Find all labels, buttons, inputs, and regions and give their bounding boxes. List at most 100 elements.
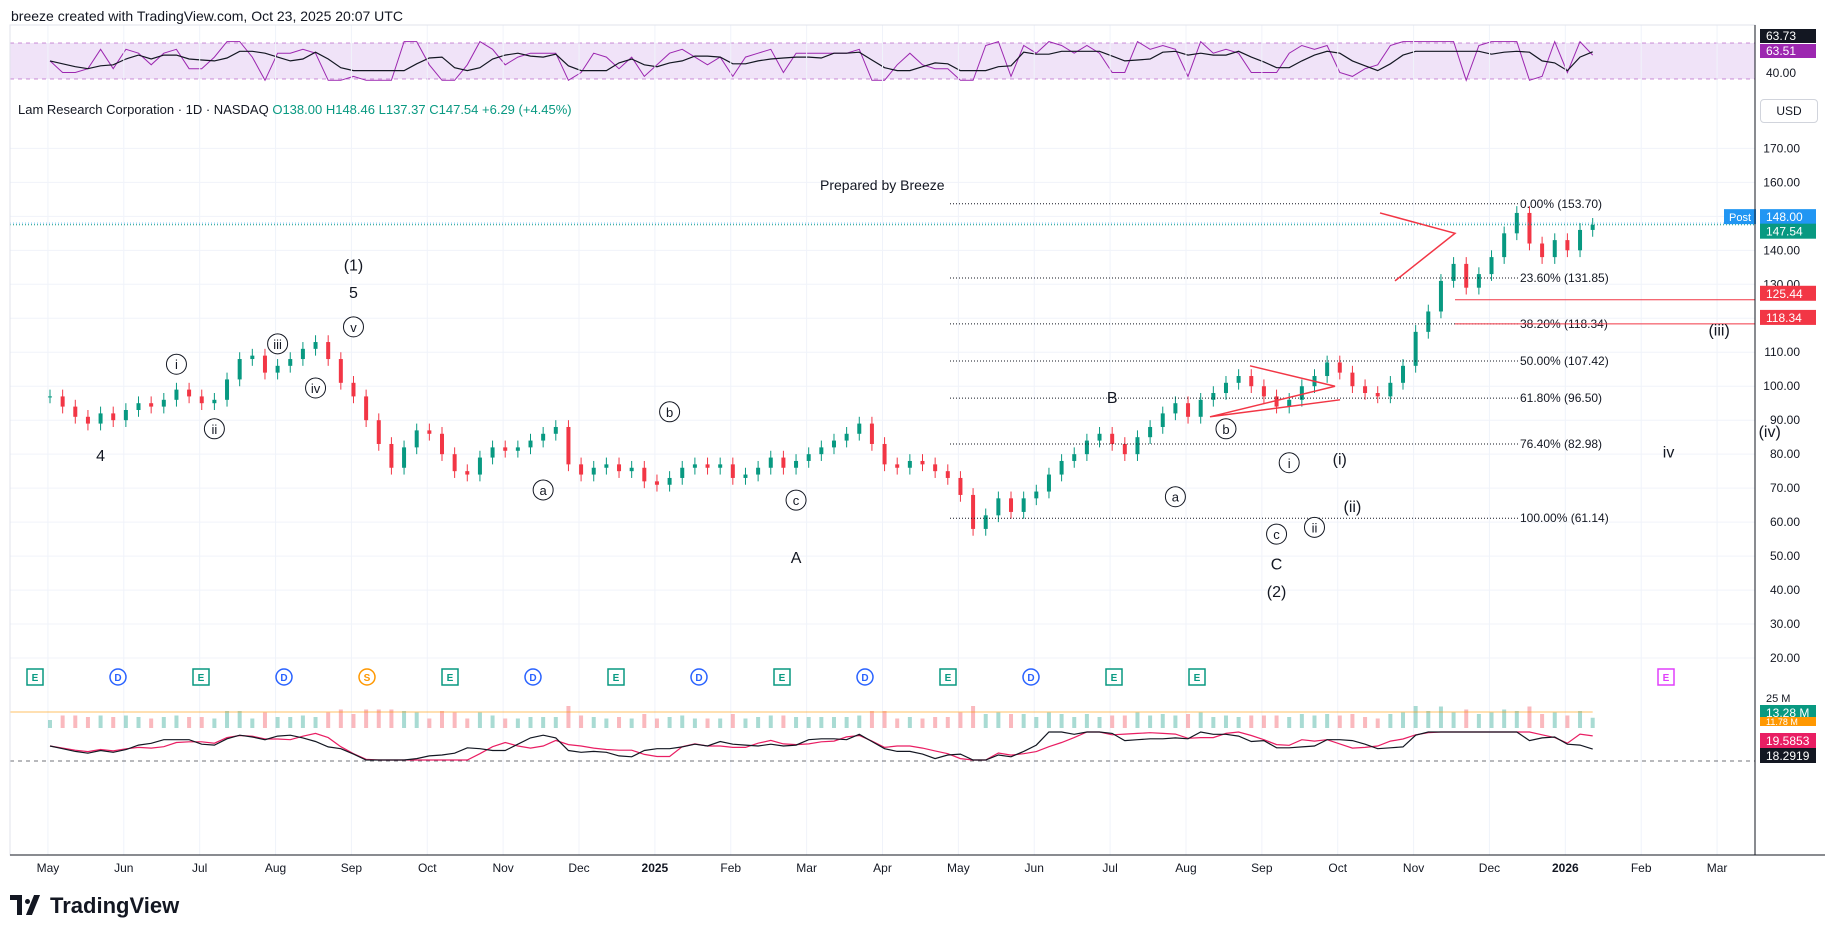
candle-body — [1476, 274, 1481, 288]
volume-scale-label: 25 M — [1766, 693, 1790, 705]
event-marker-label: D — [695, 673, 702, 684]
event-marker-label: D — [114, 673, 121, 684]
volume-bar — [187, 717, 192, 728]
volume-bar — [1211, 717, 1216, 728]
candle-body — [958, 477, 963, 495]
post-tag — [1724, 209, 1756, 225]
volume-bar — [262, 712, 267, 728]
candle-body — [654, 481, 659, 485]
candle-body — [1565, 240, 1570, 251]
candle-body — [1009, 498, 1014, 512]
event-marker — [939, 668, 957, 686]
volume-bar — [73, 715, 78, 728]
event-marker — [275, 668, 293, 686]
candle-body — [1552, 240, 1557, 258]
wave-label: B — [1107, 390, 1118, 407]
time-tick: Jul — [192, 861, 207, 875]
candle-body — [1249, 376, 1254, 387]
candle-body — [1274, 396, 1279, 407]
volume-bar — [579, 715, 584, 728]
volume-bar — [882, 711, 887, 728]
candle-body — [515, 447, 520, 451]
candle-body — [376, 420, 381, 444]
price-axis[interactable]: 170.00160.00150.00140.00130.00120.00110.… — [1724, 29, 1816, 763]
wave-label-circle — [1278, 452, 1300, 474]
candle-body — [1325, 362, 1330, 377]
volume-pane — [10, 706, 1595, 728]
candle-body — [1350, 372, 1355, 387]
currency-button[interactable]: USD — [1760, 99, 1818, 123]
tradingview-logo[interactable]: TradingView — [10, 893, 179, 919]
candle-body — [692, 464, 697, 468]
price-tick: 110.00 — [1764, 345, 1800, 359]
price-tick: 40.00 — [1770, 583, 1800, 597]
candle-body — [1059, 460, 1064, 475]
wave-label: b — [666, 405, 673, 420]
price-pane: 0.00% (153.70)23.60% (131.85)38.20% (118… — [10, 25, 1781, 855]
volume-bar — [313, 717, 318, 728]
wave-label: 4 — [96, 448, 105, 465]
candle-body — [869, 423, 874, 444]
volume-ma-value: 11.78 M — [1766, 717, 1798, 727]
event-marker-label: E — [1194, 673, 1201, 684]
event-marker-label: E — [447, 673, 454, 684]
legend-change: +6.29 (+4.45%) — [482, 102, 572, 117]
volume-bar — [48, 720, 52, 728]
time-tick: Apr — [873, 861, 892, 875]
candle-body — [1438, 280, 1443, 312]
volume-bar — [60, 715, 65, 728]
volume-bar — [604, 718, 609, 728]
event-marker — [524, 668, 542, 686]
candle-body — [1590, 224, 1595, 230]
volume-bar — [844, 717, 849, 728]
wave-label: i — [1288, 456, 1291, 471]
time-tick: Oct — [418, 861, 437, 875]
volume-bar — [895, 718, 900, 728]
wave-label: A — [791, 550, 802, 567]
rsi-average-line — [49, 50, 1593, 72]
candle-body — [541, 433, 546, 441]
event-marker-label: E — [613, 673, 620, 684]
candle-body — [1299, 386, 1304, 400]
candle-body — [237, 359, 242, 380]
symbol-legend: Lam Research Corporation · 1D · NASDAQ O… — [18, 102, 572, 117]
time-tick: Jun — [1025, 861, 1044, 875]
time-tick: Dec — [1479, 861, 1500, 875]
time-tick: May — [947, 861, 970, 875]
candle-body — [680, 467, 685, 478]
candle-body — [1464, 263, 1469, 288]
volume-bar — [1173, 715, 1178, 728]
time-axis[interactable]: May Jun Jul Aug Sep Oct Nov Dec 2025 Feb Mar Apr May… — [37, 861, 1728, 875]
fib-level-label: 76.40% (82.98) — [1520, 437, 1602, 451]
candle-body — [60, 396, 65, 407]
volume-bar — [237, 711, 242, 728]
volume-bar — [806, 717, 811, 728]
event-marker-label: E — [945, 673, 952, 684]
volume-bar — [1223, 715, 1228, 728]
fib-level-label: 0.00% (153.70) — [1520, 197, 1602, 211]
candle-body — [1261, 386, 1266, 397]
candle-body — [402, 447, 407, 468]
volume-bar — [1261, 715, 1266, 728]
wave-label: C — [1271, 557, 1283, 574]
candle-body — [857, 423, 862, 434]
candle-body — [465, 471, 470, 475]
event-marker-label: D — [1027, 673, 1034, 684]
time-tick: Oct — [1328, 861, 1347, 875]
price-tick: 60.00 — [1770, 515, 1800, 529]
volume-bar — [414, 712, 419, 728]
time-tick: Feb — [720, 861, 741, 875]
candle-body — [1160, 413, 1165, 427]
candle-body — [187, 389, 192, 397]
candle-body — [427, 430, 432, 434]
candle-body — [1021, 498, 1026, 512]
volume-bar — [225, 711, 230, 728]
osc-value: 19.5853 — [1766, 734, 1810, 748]
volume-bar — [1413, 706, 1418, 728]
price-tick: 50.00 — [1770, 549, 1800, 563]
legend-symbol[interactable]: Lam Research Corporation · 1D · NASDAQ — [18, 102, 269, 117]
candle-body — [288, 359, 293, 366]
volume-bar — [743, 718, 748, 728]
candle-body — [389, 443, 394, 468]
